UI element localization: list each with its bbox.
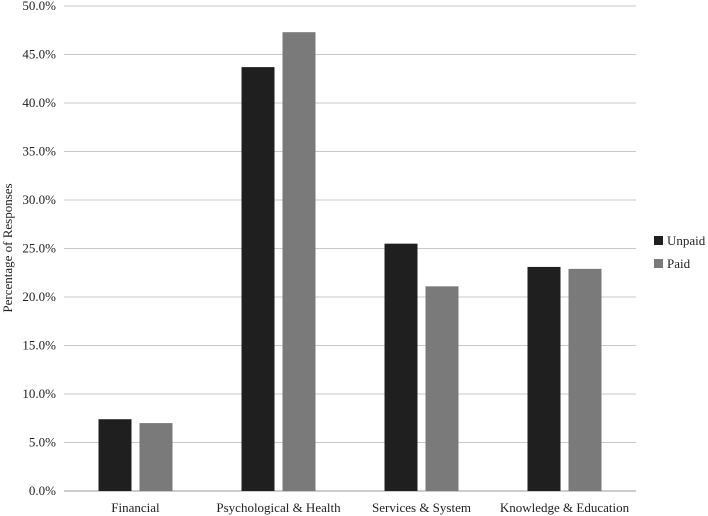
bar-paid-0	[139, 423, 173, 491]
x-category-label: Psychological & Health	[216, 500, 341, 515]
y-axis-label: Percentage of Responses	[0, 183, 15, 312]
y-tick-label: 45.0%	[22, 47, 56, 62]
bar-unpaid-0	[98, 419, 132, 491]
x-axis-categories: Financial Psychological & Health Services …	[111, 500, 629, 515]
y-tick-label: 35.0%	[22, 144, 56, 159]
legend-swatch-paid	[654, 259, 663, 268]
y-tick-label: 25.0%	[22, 241, 56, 256]
y-tick-label: 40.0%	[22, 95, 56, 110]
y-tick-label: 20.0%	[22, 289, 56, 304]
bar-paid-2	[425, 286, 459, 491]
bar-paid-1	[282, 32, 316, 491]
legend-label-paid: Paid	[667, 256, 691, 271]
bar-unpaid-1	[241, 67, 275, 492]
y-tick-label: 10.0%	[22, 386, 56, 401]
x-category-label: Services & System	[372, 500, 471, 515]
legend: Unpaid Paid	[654, 233, 706, 271]
y-tick-label: 30.0%	[22, 192, 56, 207]
bars	[98, 32, 602, 492]
bar-unpaid-3	[527, 266, 561, 491]
x-category-label: Knowledge & Education	[500, 500, 630, 515]
legend-swatch-unpaid	[654, 236, 663, 245]
bar-unpaid-2	[384, 243, 418, 491]
legend-label-unpaid: Unpaid	[667, 233, 706, 248]
y-tick-label: 15.0%	[22, 338, 56, 353]
y-axis-ticks: 0.0% 5.0% 10.0% 15.0% 20.0% 25.0% 30.0% 35.0% 40…	[22, 0, 56, 498]
y-tick-label: 5.0%	[29, 435, 56, 450]
y-tick-label: 50.0%	[22, 0, 56, 13]
y-tick-label: 0.0%	[29, 483, 56, 498]
bar-paid-3	[568, 268, 602, 491]
x-category-label: Financial	[111, 500, 160, 515]
